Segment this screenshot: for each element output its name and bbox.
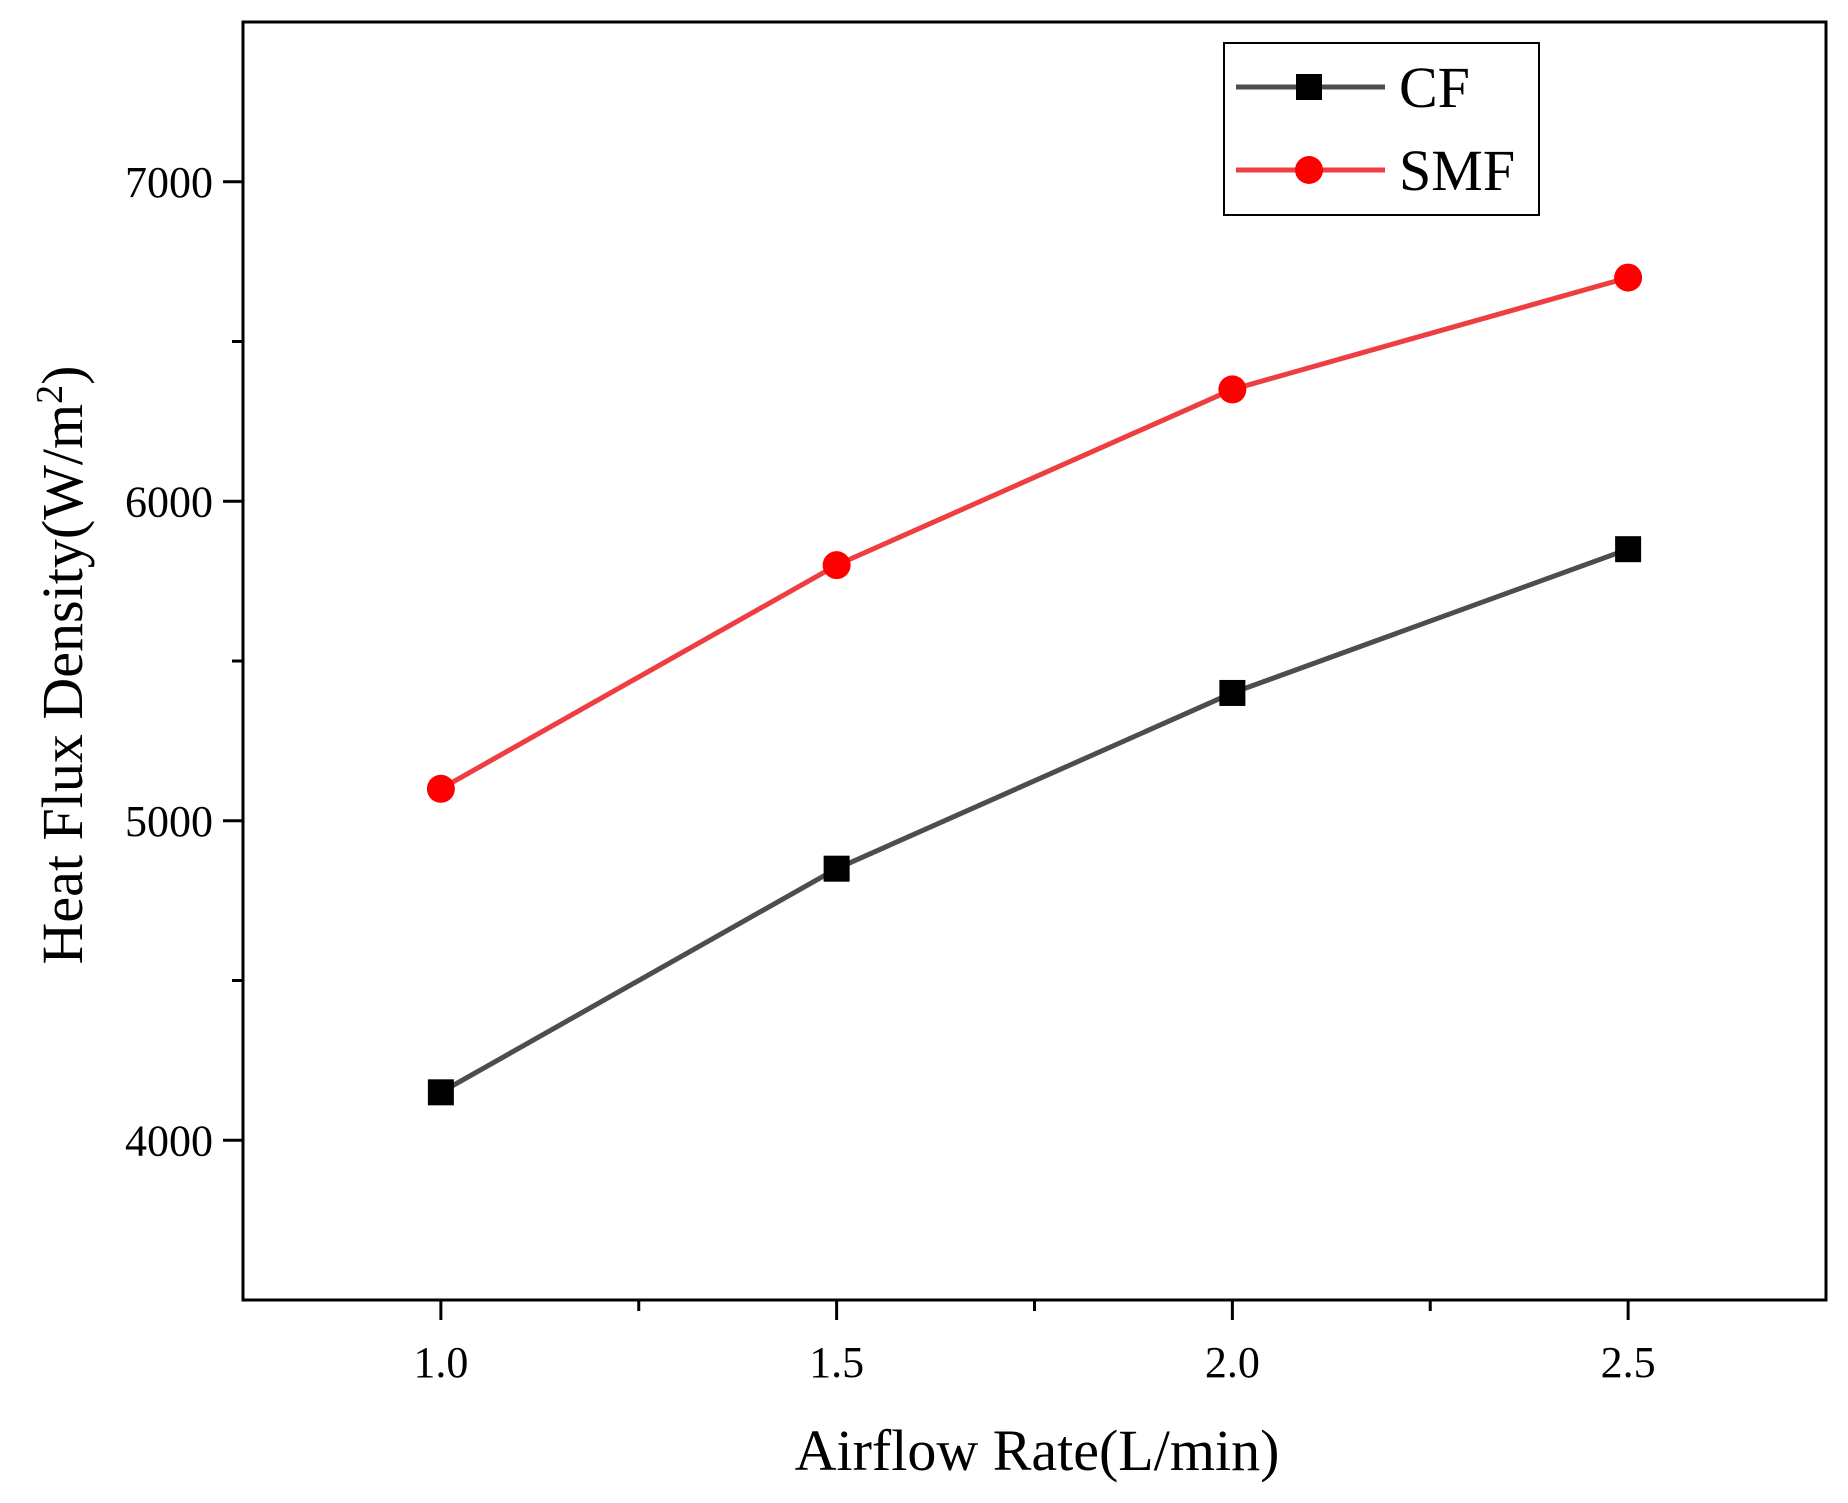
data-point-cf — [427, 1079, 454, 1106]
y-tick-label: 6000 — [125, 477, 213, 526]
y-axis-title-superscript: 2 — [29, 385, 71, 404]
data-point-smf — [1218, 375, 1247, 404]
y-axis-title-close: ) — [30, 366, 95, 385]
legend-box — [1223, 42, 1540, 216]
data-point-cf — [823, 855, 850, 882]
data-point-smf — [426, 774, 455, 803]
series-line-smf — [439, 275, 1629, 791]
y-axis-title: Heat Flux Density(W/m2) — [29, 366, 95, 965]
chart-marks: 4000 5000 6000 7000 1.0 1.5 2.0 2.5 — [125, 20, 1828, 1387]
y-tick-label: 7000 — [125, 158, 213, 207]
x-tick-label: 2.5 — [1601, 1338, 1656, 1387]
series-line-cf — [439, 546, 1629, 1095]
legend-smf-marker — [1295, 156, 1323, 184]
x-axis-title: Airflow Rate(L/min) — [795, 1418, 1280, 1483]
legend-cf-marker — [1296, 74, 1322, 100]
data-point-smf — [1614, 263, 1643, 292]
legend: CF SMF — [1223, 42, 1540, 216]
data-point-cf — [1219, 679, 1246, 706]
plot-frame — [241, 20, 1828, 1302]
x-tick-label: 1.5 — [809, 1338, 864, 1387]
legend-cf-label: CF — [1399, 55, 1470, 120]
y-tick-label: 5000 — [125, 797, 213, 846]
x-tick-label: 2.0 — [1205, 1338, 1260, 1387]
x-tick-label: 1.0 — [413, 1338, 468, 1387]
data-point-smf — [822, 551, 851, 580]
legend-smf-label: SMF — [1399, 138, 1515, 203]
data-point-cf — [1615, 536, 1642, 563]
y-tick-label: 4000 — [125, 1116, 213, 1165]
y-axis-title-main: Heat Flux Density(W/m — [30, 404, 95, 965]
